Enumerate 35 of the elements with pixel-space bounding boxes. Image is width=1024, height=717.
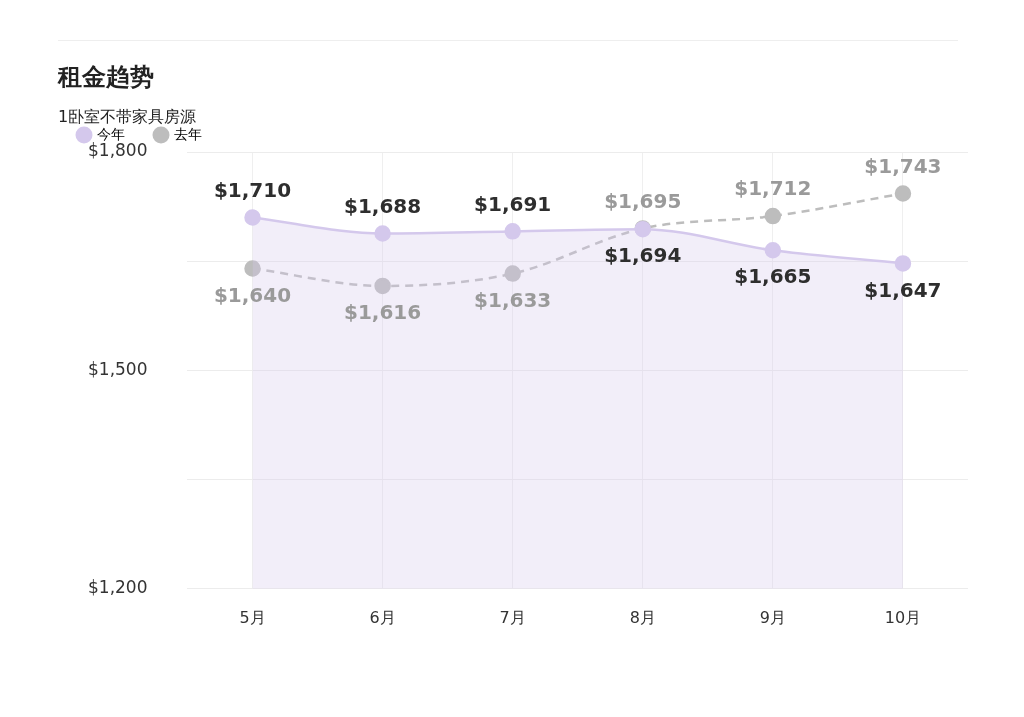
point bbox=[764, 242, 782, 259]
data-label: $1,616 bbox=[344, 300, 422, 325]
point bbox=[244, 260, 261, 277]
data-label: $1,694 bbox=[604, 243, 682, 268]
data-label: $1,647 bbox=[864, 277, 942, 302]
y-tick-label: $1,200 bbox=[88, 577, 148, 598]
data-label: $1,712 bbox=[734, 176, 812, 201]
point bbox=[894, 185, 912, 202]
data-label: $1,743 bbox=[864, 153, 942, 178]
x-tick-label: 9月 bbox=[759, 607, 786, 627]
point bbox=[374, 277, 391, 295]
point bbox=[244, 209, 261, 226]
y-tick-label: $1,500 bbox=[88, 358, 148, 379]
x-tick-label: 5月 bbox=[239, 607, 266, 627]
data-label: $1,633 bbox=[474, 287, 552, 312]
data-label: $1,640 bbox=[213, 282, 292, 307]
point bbox=[374, 225, 391, 242]
legend-label: 去年 bbox=[174, 125, 202, 142]
point bbox=[504, 223, 521, 240]
legend-label: 今年 bbox=[97, 125, 125, 142]
data-label: $1,665 bbox=[734, 264, 812, 289]
x-tick-label: 7月 bbox=[499, 607, 526, 627]
x-tick-label: 8月 bbox=[629, 607, 656, 627]
x-tick-label: 10月 bbox=[884, 607, 922, 627]
point bbox=[764, 207, 782, 225]
chart-title: 租金趋势 bbox=[58, 62, 155, 93]
chart-subtitle: 1卧室不带家具房源 bbox=[58, 107, 198, 127]
y-tick-label: $1,800 bbox=[88, 140, 148, 161]
x-tick-label: 6月 bbox=[369, 607, 396, 627]
data-label: $1,710 bbox=[213, 177, 292, 202]
point bbox=[894, 255, 912, 272]
data-label: $1,691 bbox=[474, 191, 552, 216]
data-label: $1,688 bbox=[344, 193, 422, 218]
data-label: $1,695 bbox=[604, 188, 682, 213]
point bbox=[504, 265, 521, 282]
